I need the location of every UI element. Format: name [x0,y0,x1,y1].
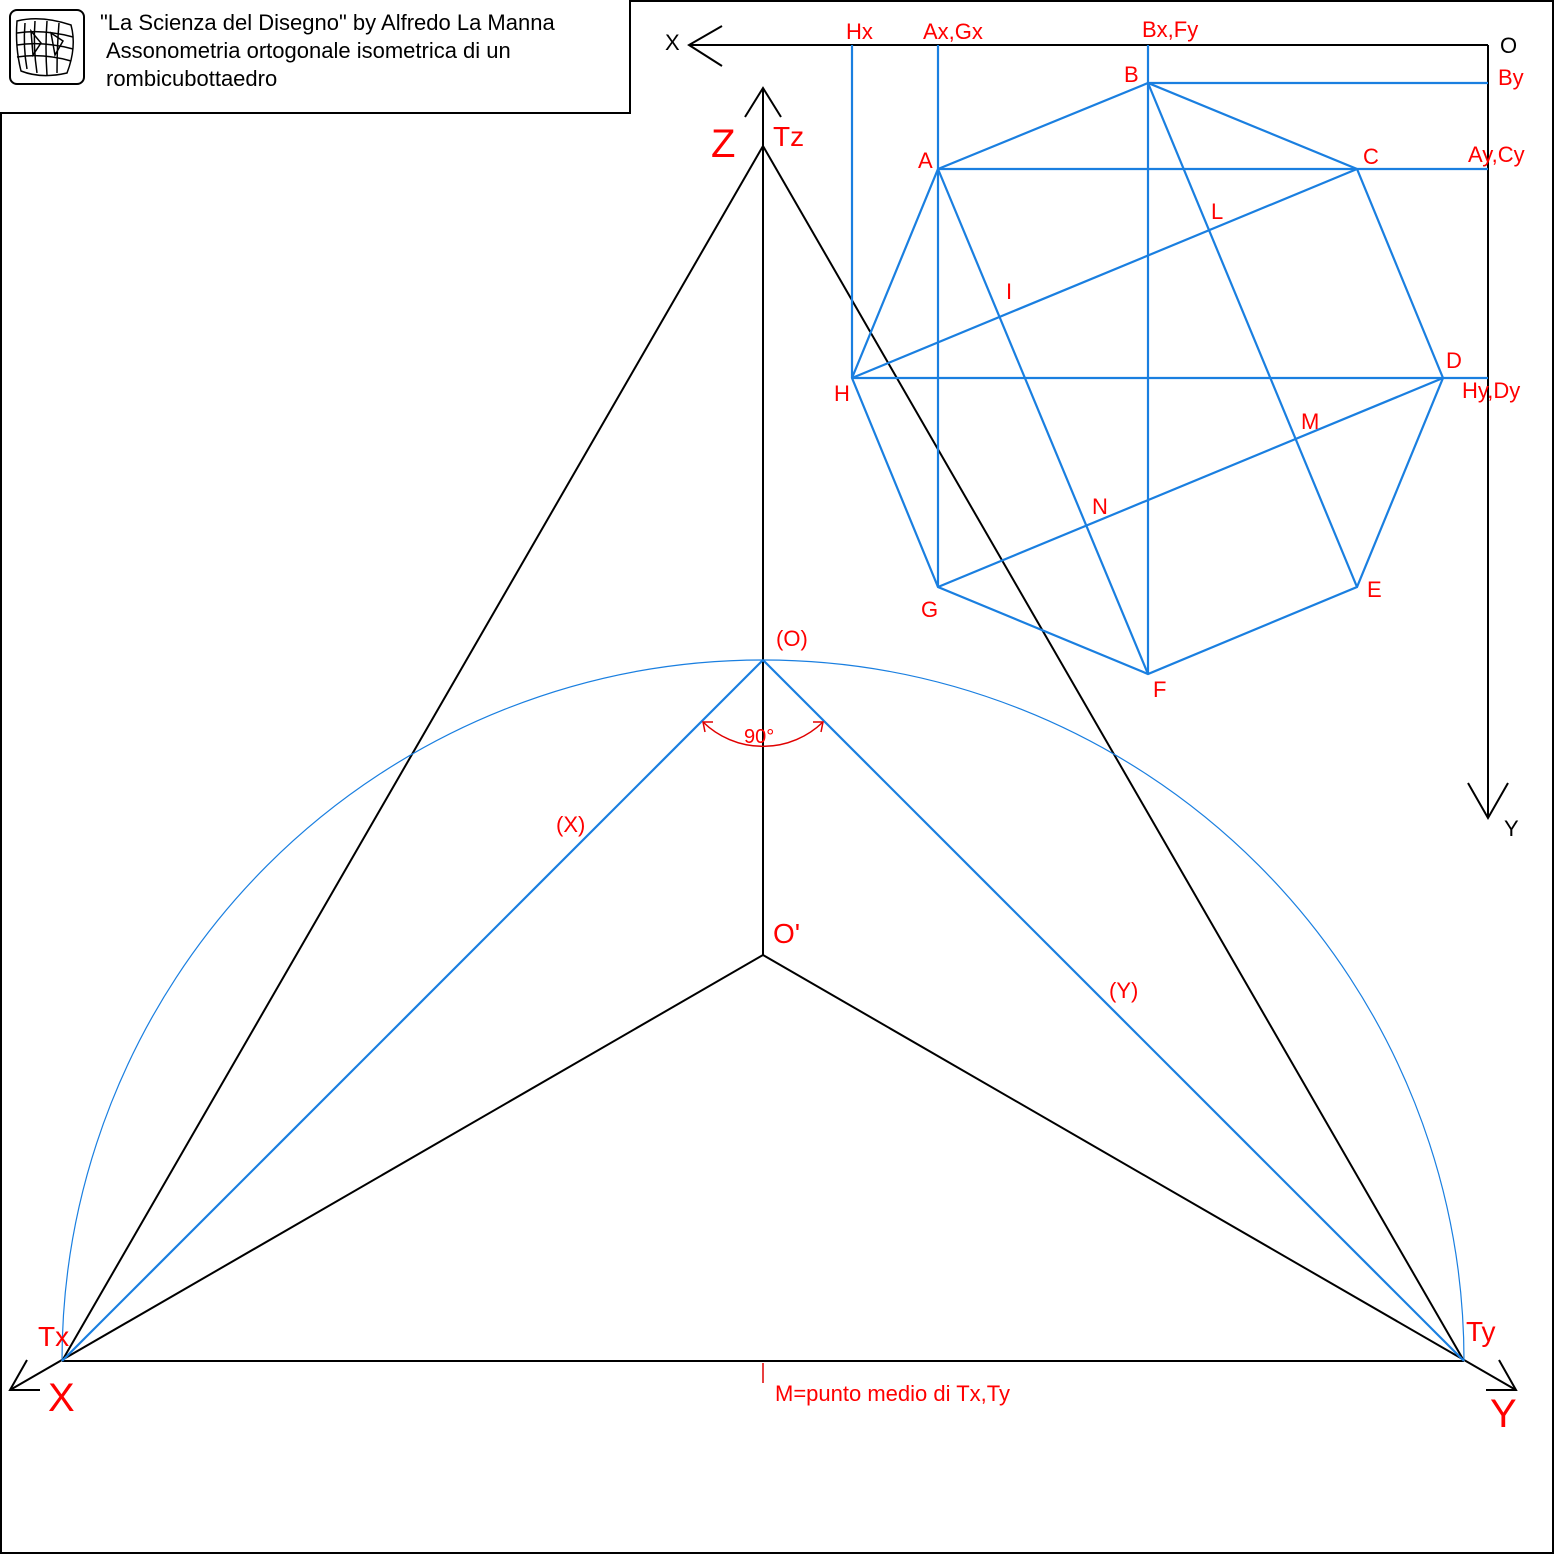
label-vertex-a: A [918,148,933,173]
label-plan-y: Y [1504,816,1519,841]
label-plan-x: X [665,30,680,55]
label-ay-cy: Ay,Cy [1468,142,1525,167]
y-axis-arrowhead [1486,1359,1518,1391]
construction-lines [8,25,1518,1391]
rotated-x-axis [61,659,764,1362]
label-bx-fy: Bx,Fy [1142,17,1198,42]
label-vertex-e: E [1367,577,1382,602]
angle-arc [702,721,824,748]
label-ty: Ty [1466,1316,1496,1347]
rhombicuboctahedron-plan [850,45,1488,676]
title-block: "La Scienza del Disegno" by Alfredo La M… [0,0,631,114]
y-axis-line [762,954,1517,1391]
label-plan-o: O [1500,33,1517,58]
label-tz: Tz [773,121,804,152]
label-point-i: I [1006,279,1012,304]
line-b-e [1146,82,1359,588]
label-hy-dy: Hy,Dy [1462,378,1520,403]
label-angle: 90° [744,726,774,748]
plan-axis-labels: X O Y [665,30,1519,841]
plan-x-arrowhead [687,25,723,67]
label-tx: Tx [38,1321,69,1352]
red-labels: Z Tz Tx Ty X Y O' (O) (X) (Y) 90° M=punt… [38,17,1525,1436]
rotated-y-axis [762,659,1465,1362]
label-vertex-c: C [1363,144,1379,169]
label-vertex-b: B [1124,62,1139,87]
logo-graphic [15,18,74,77]
angle-arrow-right [813,721,824,733]
z-axis-arrowhead [744,86,782,118]
label-axis-y: Y [1490,1392,1517,1436]
label-axis-z: Z [711,122,735,166]
label-point-m: M [1301,409,1319,434]
rotation-construction [61,659,1465,1362]
x-axis-line [9,954,764,1391]
label-point-l: L [1211,199,1223,224]
label-midpoint: M=punto medio di Tx,Ty [775,1381,1010,1406]
author-logo [9,9,85,85]
label-vertex-g: G [921,597,938,622]
title-line-2: Assonometria ortogonale isometrica di un [106,38,511,63]
label-vertex-f: F [1153,677,1166,702]
title-line-1: "La Scienza del Disegno" by Alfredo La M… [100,10,555,35]
label-y-rotated: (Y) [1109,978,1138,1003]
x-axis-arrowhead [8,1359,40,1391]
angle-arrow-left [702,721,713,733]
label-o-prime: O' [773,918,800,949]
line-h-c [851,167,1358,380]
label-vertex-h: H [834,381,850,406]
line-g-d [937,376,1444,589]
label-vertex-d: D [1446,348,1462,373]
label-hx: Hx [846,19,873,44]
label-o-rotated: (O) [776,626,808,651]
label-ax-gx: Ax,Gx [923,19,983,44]
label-x-rotated: (X) [556,812,585,837]
line-a-f [936,168,1150,675]
label-point-n: N [1092,494,1108,519]
label-by: By [1498,65,1524,90]
title-line-3: rombicubottaedro [106,66,278,91]
plan-y-arrowhead [1467,782,1509,821]
label-axis-x: X [48,1376,75,1420]
angle-marker [702,721,824,1383]
